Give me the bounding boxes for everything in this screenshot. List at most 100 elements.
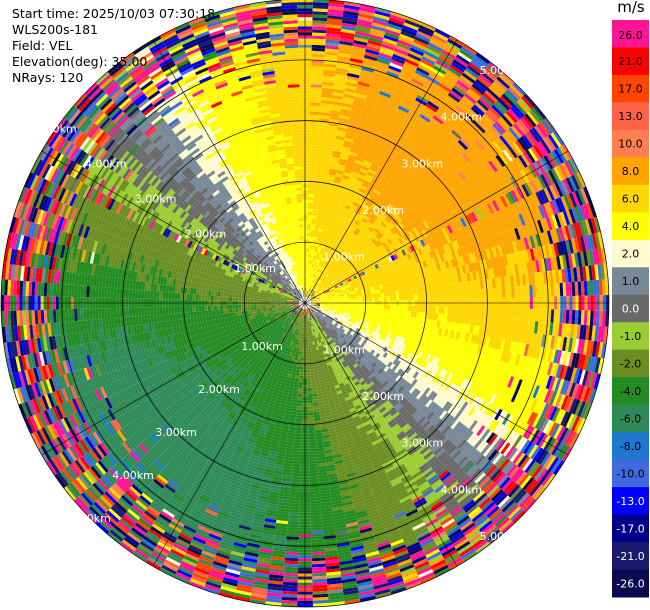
velocity-gate	[365, 96, 377, 103]
velocity-gate	[315, 271, 318, 275]
velocity-gate	[389, 95, 402, 103]
velocity-gate	[384, 76, 397, 84]
velocity-gate	[383, 292, 387, 297]
velocity-gate	[307, 288, 309, 292]
velocity-gate	[311, 248, 315, 253]
velocity-gate	[379, 49, 394, 57]
velocity-gate	[401, 142, 412, 151]
velocity-gate	[355, 235, 361, 241]
velocity-gate	[390, 189, 398, 197]
velocity-gate	[479, 73, 493, 86]
velocity-gate	[414, 294, 418, 301]
velocity-gate	[314, 227, 319, 232]
velocity-gate	[312, 200, 319, 204]
velocity-gate	[306, 254, 309, 258]
velocity-gate	[315, 278, 319, 282]
velocity-gate	[338, 257, 343, 262]
velocity-gate	[435, 87, 448, 98]
velocity-gate	[350, 296, 354, 300]
velocity-gate	[329, 300, 333, 303]
velocity-gate	[306, 248, 310, 252]
velocity-gate	[407, 289, 412, 295]
velocity-gate	[307, 294, 309, 298]
velocity-gate	[340, 31, 355, 37]
velocity-gate	[362, 225, 369, 232]
velocity-gate	[327, 131, 337, 136]
velocity-gate	[346, 212, 353, 218]
velocity-gate	[313, 190, 320, 195]
velocity-gate	[529, 308, 533, 321]
velocity-gate	[335, 70, 348, 76]
velocity-gate	[384, 132, 395, 140]
velocity-gate	[333, 239, 339, 245]
velocity-gate	[306, 257, 309, 261]
velocity-gate	[397, 39, 412, 48]
velocity-gate	[363, 215, 370, 221]
velocity-gate	[312, 273, 316, 278]
velocity-gate	[404, 170, 414, 179]
velocity-gate	[379, 120, 391, 128]
velocity-gate	[471, 307, 476, 317]
velocity-gate	[389, 291, 393, 297]
velocity-gate	[313, 277, 316, 281]
velocity-gate	[336, 167, 345, 172]
velocity-gate	[305, 293, 306, 297]
velocity-gate	[428, 42, 443, 52]
velocity-gate	[322, 271, 326, 276]
velocity-gate	[309, 138, 318, 143]
velocity-gate	[353, 99, 365, 105]
velocity-gate	[398, 305, 403, 311]
velocity-gate	[381, 176, 390, 183]
velocity-gate	[368, 87, 381, 94]
velocity-gate	[435, 292, 439, 300]
velocity-gate	[311, 50, 325, 55]
velocity-gate	[316, 160, 324, 165]
velocity-gate	[326, 301, 330, 303]
velocity-gate	[326, 303, 330, 305]
velocity-gate	[347, 72, 360, 79]
velocity-gate	[339, 40, 354, 46]
velocity-gate	[329, 218, 335, 223]
velocity-gate	[366, 221, 373, 227]
velocity-gate	[332, 95, 344, 100]
velocity-gate	[385, 182, 394, 190]
velocity-gate	[343, 191, 351, 197]
velocity-gate	[373, 16, 389, 24]
velocity-gate	[314, 178, 322, 183]
velocity-gate	[322, 264, 326, 269]
velocity-gate	[357, 190, 365, 197]
velocity-gate	[353, 230, 359, 236]
velocity-gate	[417, 305, 421, 313]
velocity-gate	[359, 295, 363, 299]
velocity-gate	[420, 132, 431, 142]
velocity-gate	[386, 103, 398, 111]
velocity-gate	[367, 311, 372, 316]
velocity-gate	[337, 221, 343, 227]
velocity-gate	[325, 146, 334, 151]
velocity-gate	[449, 64, 464, 75]
velocity-gate	[323, 276, 327, 280]
velocity-gate	[334, 138, 344, 144]
velocity-gate	[321, 210, 327, 215]
velocity-gate	[333, 86, 345, 91]
velocity-gate	[348, 209, 355, 215]
velocity-gate	[386, 130, 397, 138]
velocity-gate	[377, 149, 387, 157]
velocity-gate	[417, 27, 434, 37]
velocity-gate	[376, 312, 381, 317]
velocity-gate	[330, 104, 342, 109]
velocity-gate	[371, 75, 385, 83]
velocity-gate	[306, 294, 308, 298]
velocity-gate	[356, 307, 360, 311]
velocity-gate	[374, 154, 384, 162]
velocity-gate	[395, 81, 409, 89]
velocity-gate	[308, 279, 311, 283]
velocity-gate	[387, 68, 401, 76]
velocity-gate	[407, 311, 412, 317]
velocity-gate	[327, 208, 333, 213]
velocity-gate	[450, 306, 454, 315]
velocity-gate	[348, 154, 357, 160]
velocity-gate	[433, 31, 449, 42]
velocity-gate	[388, 124, 400, 132]
velocity-gate	[443, 74, 457, 85]
